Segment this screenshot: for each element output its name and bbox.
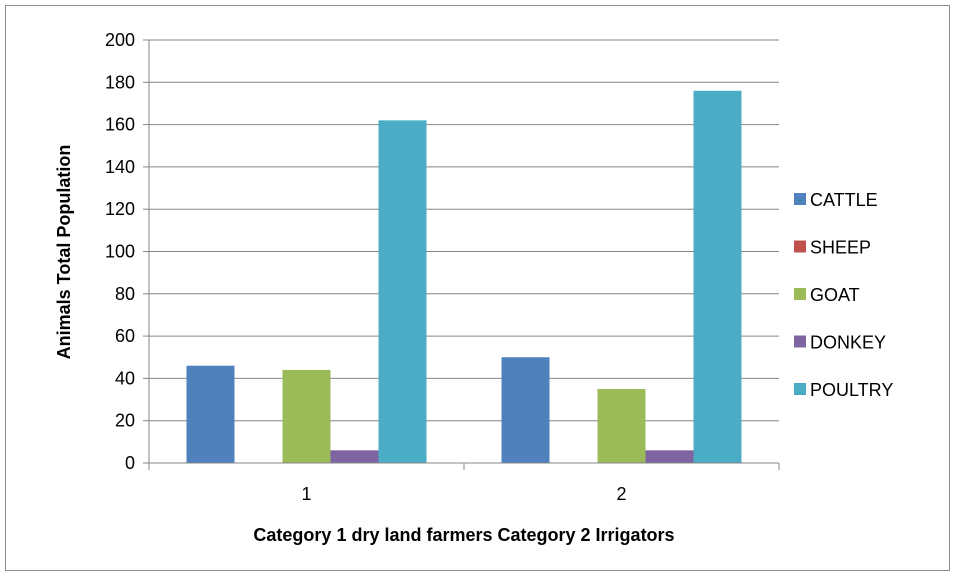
- y-axis-title: Animals Total Population: [54, 145, 74, 360]
- legend: CATTLE SHEEP GOAT DONKEY POULTRY: [794, 190, 893, 400]
- y-tick-labels: 0 20 40 60 80 100 120 140 160 180 200: [105, 30, 135, 473]
- bar-cattle-cat1: [186, 365, 235, 463]
- legend-swatch-cattle: [794, 193, 806, 205]
- y-tick-label: 200: [105, 30, 135, 50]
- x-tick-label: 1: [301, 484, 311, 504]
- y-tick-label: 60: [115, 326, 135, 346]
- legend-swatch-goat: [794, 288, 806, 300]
- bar-donkey-cat1: [330, 450, 379, 463]
- bar-donkey-cat2: [645, 450, 694, 463]
- x-tick-label: 2: [616, 484, 626, 504]
- legend-label-donkey: DONKEY: [810, 333, 886, 353]
- y-tick-label: 140: [105, 157, 135, 177]
- legend-label-sheep: SHEEP: [810, 238, 871, 258]
- y-tick-label: 20: [115, 411, 135, 431]
- legend-swatch-sheep: [794, 240, 806, 253]
- y-tick-label: 100: [105, 242, 135, 262]
- y-tick-label: 160: [105, 115, 135, 135]
- chart-frame: [5, 5, 950, 571]
- legend-swatch-poultry: [794, 383, 806, 395]
- bar-poultry-cat2: [693, 90, 742, 463]
- bar-goat-cat1: [282, 369, 331, 463]
- bar-poultry-cat1: [378, 120, 427, 464]
- axes: [143, 39, 780, 470]
- y-tick-label: 0: [125, 453, 135, 473]
- bars: [186, 90, 742, 464]
- legend-label-goat: GOAT: [810, 285, 860, 305]
- y-tick-label: 80: [115, 284, 135, 304]
- y-tick-label: 120: [105, 199, 135, 219]
- legend-swatch-donkey: [794, 335, 806, 348]
- legend-label-cattle: CATTLE: [810, 190, 878, 210]
- x-axis-title: Category 1 dry land farmers Category 2 I…: [253, 525, 674, 545]
- gridlines: [149, 39, 779, 422]
- legend-label-poultry: POULTRY: [810, 380, 893, 400]
- y-tick-label: 180: [105, 72, 135, 92]
- bar-cattle-cat2: [501, 357, 550, 463]
- bar-goat-cat2: [597, 388, 646, 463]
- y-tick-label: 40: [115, 368, 135, 388]
